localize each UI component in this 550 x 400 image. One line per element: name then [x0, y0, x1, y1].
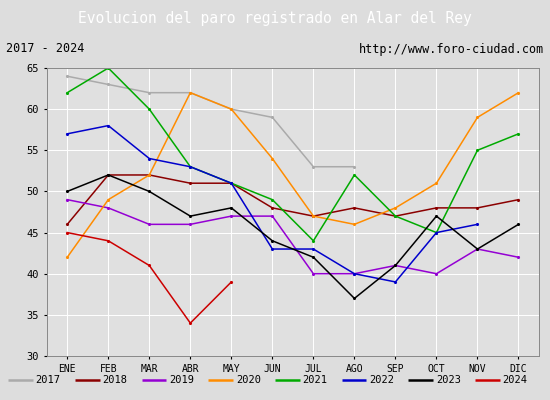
Text: Evolucion del paro registrado en Alar del Rey: Evolucion del paro registrado en Alar de… [78, 10, 472, 26]
Text: 2022: 2022 [369, 375, 394, 385]
Text: 2024: 2024 [503, 375, 527, 385]
Text: 2021: 2021 [302, 375, 327, 385]
Text: 2019: 2019 [169, 375, 194, 385]
Text: 2018: 2018 [102, 375, 128, 385]
Text: 2017 - 2024: 2017 - 2024 [6, 42, 84, 56]
Text: http://www.foro-ciudad.com: http://www.foro-ciudad.com [359, 42, 544, 56]
Text: 2020: 2020 [236, 375, 261, 385]
Text: 2017: 2017 [36, 375, 60, 385]
Text: 2023: 2023 [436, 375, 461, 385]
